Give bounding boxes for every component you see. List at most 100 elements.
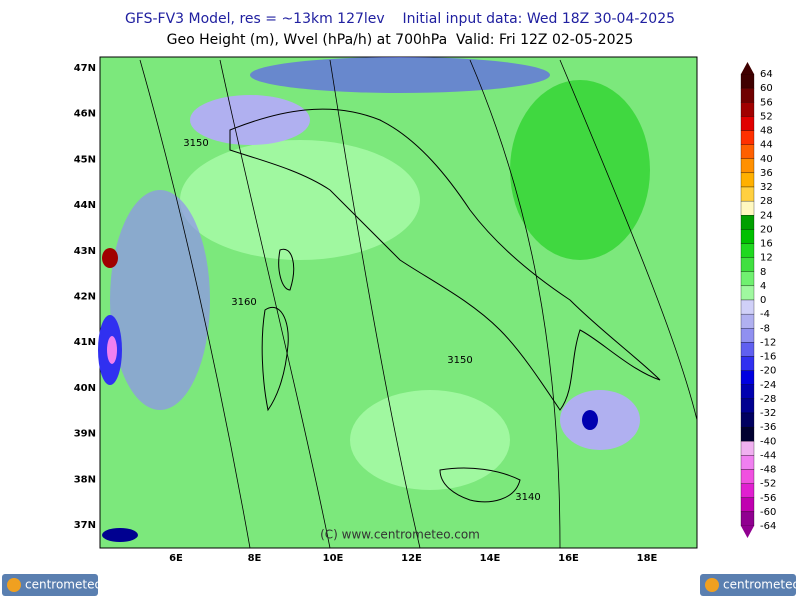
field-patch [582, 410, 598, 430]
field-patch [110, 190, 210, 410]
coastline [439, 467, 521, 503]
colorbar-swatch [740, 328, 755, 343]
colorbar-label: 12 [760, 253, 773, 264]
subtitle: Geo Height (m), Wvel (hPa/h) at 700hPa V… [167, 32, 634, 48]
colorbar-label: -36 [760, 422, 776, 433]
colorbar-swatch [740, 271, 755, 287]
lon-label: 18E [637, 553, 658, 564]
colorbar-swatch [740, 229, 755, 244]
colorbar-label: -32 [760, 408, 776, 419]
coastline [229, 108, 661, 411]
lon-label: 10E [323, 553, 344, 564]
colorbar-end [741, 62, 754, 74]
colorbar-swatch [740, 511, 755, 527]
colorbar-swatch [740, 356, 755, 371]
colorbar-swatch [740, 130, 755, 145]
lat-label: 43N [74, 246, 96, 257]
colorbar-label: 32 [760, 182, 773, 193]
logo-box [700, 574, 796, 596]
logo-right: centrometeo [700, 574, 800, 596]
colorbar-swatch [740, 426, 755, 442]
colorbar-label: 52 [760, 111, 773, 122]
colorbar-label: -52 [760, 479, 776, 490]
colorbar-swatch [740, 412, 755, 428]
colorbar-swatch [740, 469, 755, 484]
lat-label: 44N [74, 200, 96, 211]
colorbar-label: -48 [760, 465, 776, 476]
field-patch [560, 390, 640, 450]
colorbar-label: -60 [760, 507, 776, 518]
colorbar-swatch [740, 257, 755, 272]
contour-line [139, 59, 698, 549]
colorbar-label: -28 [760, 394, 776, 405]
field-patch [250, 57, 550, 93]
contour-label: 3150 [447, 355, 472, 366]
watermark: (C) www.centrometeo.com [320, 528, 480, 542]
lon-label: 6E [169, 553, 183, 564]
colorbar-label: 8 [760, 267, 766, 278]
logo-box [2, 574, 98, 596]
contour-label: 3150 [183, 138, 208, 149]
colorbar-label: 48 [760, 126, 773, 137]
colorbar-label: 44 [760, 140, 773, 151]
colorbar-swatch [740, 158, 755, 174]
colorbar-label: 0 [760, 295, 766, 306]
contour-label: 3140 [515, 492, 540, 503]
logo-left: centrometeo [2, 574, 102, 596]
colorbar-swatch [740, 299, 755, 315]
coastline [278, 248, 295, 291]
colorbar-label: 40 [760, 154, 773, 165]
contour-label: 3160 [231, 297, 256, 308]
logo-icon [705, 578, 719, 592]
lat-label: 46N [74, 109, 96, 120]
colorbar-label: 56 [760, 97, 773, 108]
lat-label: 41N [74, 337, 96, 348]
field-patch [102, 248, 118, 268]
colorbar-label: -16 [760, 352, 776, 363]
colorbar-swatch [740, 285, 755, 301]
colorbar-label: -12 [760, 337, 776, 348]
lat-label: 42N [74, 292, 96, 303]
colorbar-swatch [740, 102, 755, 117]
colorbar-label: -56 [760, 493, 776, 504]
colorbar-swatch [740, 313, 755, 329]
colorbar-swatch [740, 398, 755, 414]
logo-text: centrometeo [25, 578, 102, 592]
field-patch [180, 140, 420, 260]
colorbar-label: 60 [760, 83, 773, 94]
colorbar-swatch [740, 144, 755, 159]
title: GFS-FV3 Model, res = ~13km 127lev Initia… [125, 11, 675, 27]
colorbar-swatch [740, 342, 755, 357]
field-patch [190, 95, 310, 145]
field-patch [510, 80, 650, 260]
lat-label: 38N [74, 474, 96, 485]
lon-label: 8E [248, 553, 262, 564]
colorbar-swatch [740, 186, 755, 202]
lon-label: 14E [480, 553, 501, 564]
colorbar-swatch [740, 116, 755, 131]
colorbar-label: 36 [760, 168, 773, 179]
lon-label: 16E [558, 553, 579, 564]
colorbar-swatch [740, 441, 755, 456]
lat-label: 39N [74, 429, 96, 440]
logo-icon [7, 578, 21, 592]
field-patch [102, 528, 138, 542]
map [98, 56, 698, 549]
lat-label: 45N [74, 154, 96, 165]
lat-label: 40N [74, 383, 96, 394]
colorbar-label: 16 [760, 239, 773, 250]
colorbar-label: 28 [760, 196, 773, 207]
colorbar-label: -20 [760, 366, 776, 377]
colorbar-swatch [740, 497, 755, 513]
coastline [261, 307, 289, 412]
colorbar-swatch [740, 172, 755, 188]
colorbar-label: 64 [760, 69, 773, 80]
colorbar-label: -4 [760, 309, 770, 320]
field-patch [350, 390, 510, 490]
colorbar-swatch [740, 384, 755, 400]
colorbar: 6460565248444036322824201612840-4-8-12-1… [740, 62, 776, 538]
colorbar-label: 24 [760, 210, 773, 221]
colorbar-swatch [740, 243, 755, 258]
field-patch [107, 336, 117, 364]
